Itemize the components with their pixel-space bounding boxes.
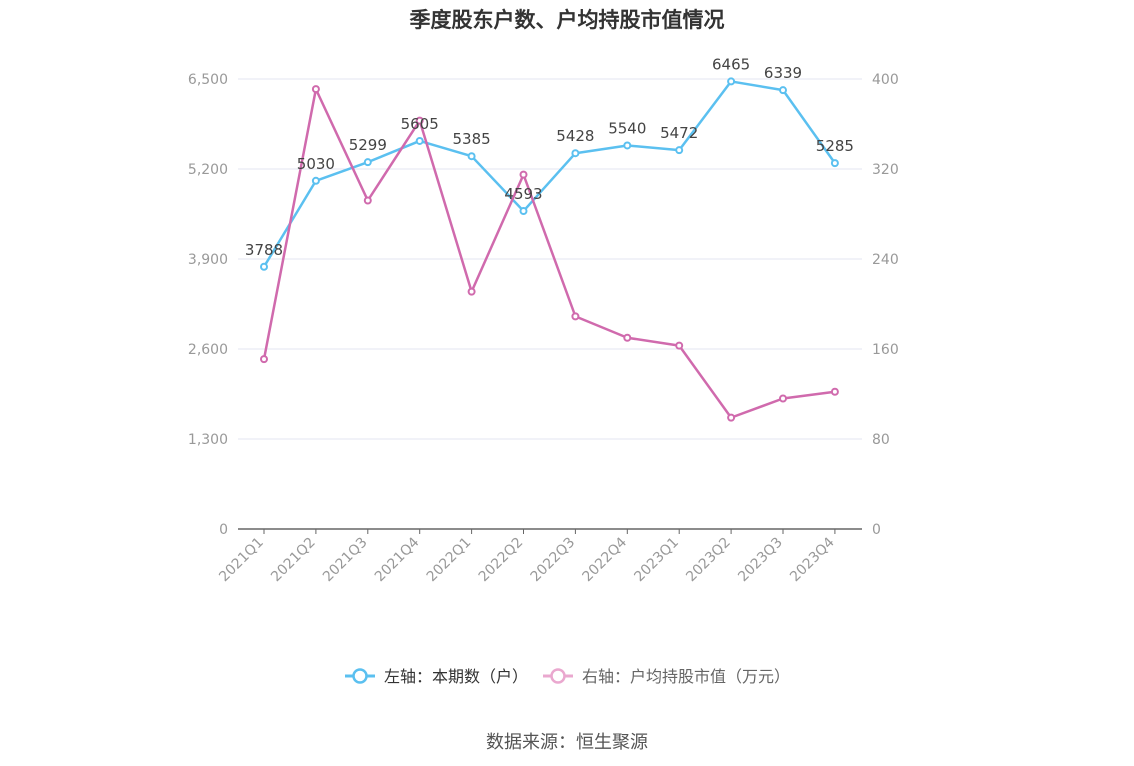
data-label: 5299 (349, 136, 387, 154)
x-axis-tick-label: 2021Q1 (216, 535, 267, 586)
legend-marker-2[interactable] (550, 668, 566, 684)
x-axis-tick-label: 2023Q3 (735, 535, 786, 586)
x-axis-tick-label: 2021Q4 (372, 534, 423, 585)
series-1-point[interactable] (727, 77, 736, 86)
x-axis-tick-label: 2023Q2 (683, 535, 734, 586)
series-1-point[interactable] (519, 207, 528, 216)
series-line-2 (262, 87, 836, 419)
x-axis-tick-label: 2022Q2 (476, 535, 527, 586)
chart-title: 季度股东户数、户均持股市值情况 (409, 8, 725, 32)
data-label: 6465 (712, 55, 750, 73)
left-axis-tick-label: 1,300 (188, 432, 228, 448)
series-2-point[interactable] (830, 387, 839, 396)
data-label: 5285 (816, 137, 854, 155)
series-2-point[interactable] (727, 413, 736, 422)
data-label: 5428 (556, 127, 594, 145)
right-axis-tick-label: 0 (872, 522, 881, 538)
series-1-point[interactable] (311, 176, 320, 185)
right-axis-tick-label: 240 (872, 252, 899, 268)
legend-label-1[interactable]: 左轴：本期数（户） (384, 667, 528, 686)
x-axis-tick-label: 2023Q1 (631, 535, 682, 586)
data-label: 5030 (297, 155, 335, 173)
series-1-point[interactable] (363, 158, 372, 167)
series-2-point[interactable] (415, 116, 424, 125)
series-2-point[interactable] (571, 312, 580, 321)
data-label: 6339 (764, 64, 802, 82)
legend-marker-1[interactable] (352, 668, 368, 684)
series-2-point[interactable] (623, 333, 632, 342)
series-2-point[interactable] (260, 355, 268, 364)
series-2-point[interactable] (519, 170, 528, 179)
data-label: 5605 (401, 115, 439, 133)
right-axis-tick-label: 400 (872, 72, 899, 88)
series-1-point[interactable] (830, 159, 839, 168)
left-axis-tick-label: 6,500 (188, 72, 228, 88)
series-1-point[interactable] (571, 149, 580, 158)
x-axis-tick-label: 2022Q1 (424, 535, 475, 586)
series-2-point[interactable] (779, 394, 787, 403)
left-axis-tick-label: 2,600 (188, 342, 228, 358)
data-label: 4593 (504, 185, 542, 203)
left-axis-tick-label: 0 (219, 522, 228, 538)
series-1-point[interactable] (675, 146, 684, 155)
series-2-point[interactable] (363, 196, 372, 205)
x-axis-tick-label: 2021Q3 (320, 535, 371, 586)
data-label: 5385 (453, 130, 491, 148)
series-2-point[interactable] (675, 341, 684, 350)
left-axis-tick-label: 5,200 (188, 162, 228, 178)
series-2-point[interactable] (467, 287, 476, 296)
series-1-point[interactable] (467, 152, 476, 161)
data-label: 5472 (660, 124, 698, 142)
right-axis-tick-label: 80 (872, 432, 890, 448)
source-text: 数据来源：恒生聚源 (486, 732, 648, 753)
series-1-point[interactable] (779, 86, 787, 95)
right-axis-tick-label: 160 (872, 342, 899, 358)
x-axis-tick-label: 2022Q3 (528, 535, 579, 586)
x-axis-tick-label: 2021Q2 (268, 535, 319, 586)
data-label: 5540 (608, 119, 646, 137)
legend-label-2[interactable]: 右轴：户均持股市值（万元） (582, 667, 790, 686)
x-axis-tick-label: 2023Q4 (787, 534, 838, 585)
series-1-point[interactable] (415, 136, 424, 145)
series-1-point[interactable] (623, 141, 632, 150)
right-axis-tick-label: 320 (872, 162, 899, 178)
series-2-point[interactable] (311, 85, 320, 94)
data-label: 3788 (245, 241, 283, 259)
series-1-point[interactable] (260, 262, 268, 271)
series-line-1 (262, 80, 836, 268)
x-axis-tick-label: 2022Q4 (580, 534, 631, 585)
left-axis-tick-label: 3,900 (188, 252, 228, 268)
